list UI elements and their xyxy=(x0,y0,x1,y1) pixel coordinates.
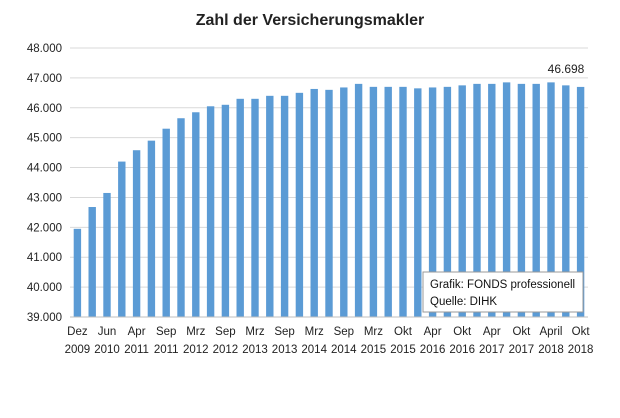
x-tick-year-label: 2014 xyxy=(301,344,327,356)
bars xyxy=(73,82,585,318)
bar xyxy=(414,88,422,317)
bar xyxy=(295,92,304,317)
x-axis-ticks: Dez 2009 Jun 2010 Apr 2011 Sep 2011 Mrz 2012 Sep 20… xyxy=(65,326,594,356)
source-box xyxy=(422,271,584,313)
bar xyxy=(162,128,170,317)
x-tick-month-label: Mrz xyxy=(186,326,205,338)
bar xyxy=(221,104,230,318)
x-tick-month-label: Sep xyxy=(274,326,294,338)
bar xyxy=(369,86,378,317)
bar xyxy=(310,88,318,317)
bar xyxy=(206,106,215,318)
x-tick-month-label: Apr xyxy=(424,326,442,338)
bar xyxy=(502,82,511,317)
y-tick-label: 40.000 xyxy=(27,282,62,294)
bar xyxy=(399,86,407,317)
x-tick-year-label: 2012 xyxy=(213,344,239,356)
bar xyxy=(488,83,496,317)
x-tick-month-label: Sep xyxy=(215,326,235,338)
x-tick-year-label: 2011 xyxy=(154,344,179,356)
x-tick-month-label: Sep xyxy=(156,326,176,338)
x-tick-year-label: 2012 xyxy=(183,344,209,356)
x-tick-year-label: 2010 xyxy=(94,344,120,356)
bar xyxy=(532,83,540,317)
x-tick-month-label: Jun xyxy=(98,326,117,338)
bar xyxy=(266,95,274,317)
bar xyxy=(576,86,585,317)
source-origin: Quelle: DIHK xyxy=(430,296,497,308)
x-tick-year-label: 2016 xyxy=(449,344,475,356)
bar xyxy=(517,83,526,317)
x-tick-year-label: 2014 xyxy=(331,344,357,356)
x-tick-year-label: 2017 xyxy=(509,344,535,356)
x-tick-year-label: 2013 xyxy=(272,344,298,356)
bar xyxy=(443,86,452,317)
bar xyxy=(118,161,126,317)
bar xyxy=(132,150,141,317)
source-credit: Grafik: FONDS professionell xyxy=(430,279,575,291)
source-annotation: Grafik: FONDS professionell Quelle: DIHK xyxy=(422,271,584,313)
y-tick-label: 42.000 xyxy=(27,222,62,234)
bar xyxy=(384,86,392,317)
bar xyxy=(340,87,348,317)
x-tick-month-label: Apr xyxy=(128,326,146,338)
bar xyxy=(88,207,96,317)
x-tick-month-label: Mrz xyxy=(305,326,324,338)
x-tick-year-label: 2018 xyxy=(538,344,564,356)
data-label: 46.698 xyxy=(548,62,585,76)
bar xyxy=(354,83,363,317)
x-tick-month-label: Mrz xyxy=(245,326,264,338)
x-tick-year-label: 2016 xyxy=(420,344,446,356)
x-tick-year-label: 2018 xyxy=(568,344,594,356)
y-tick-label: 43.000 xyxy=(27,192,62,204)
bar xyxy=(280,95,289,317)
x-tick-year-label: 2013 xyxy=(242,344,268,356)
bar xyxy=(458,85,466,317)
y-tick-label: 45.000 xyxy=(27,133,62,145)
y-tick-label: 44.000 xyxy=(27,163,62,175)
y-tick-label: 41.000 xyxy=(27,252,62,264)
x-tick-year-label: 2017 xyxy=(479,344,505,356)
x-tick-month-label: Okt xyxy=(394,326,413,338)
x-tick-year-label: 2015 xyxy=(390,344,416,356)
data-labels: 46.698 xyxy=(548,62,585,76)
bar xyxy=(325,89,333,317)
x-tick-month-label: Okt xyxy=(572,326,591,338)
y-tick-label: 39.000 xyxy=(27,312,62,324)
x-tick-month-label: Sep xyxy=(334,326,354,338)
bar xyxy=(73,228,82,317)
bar xyxy=(562,85,570,317)
bar xyxy=(192,112,200,317)
bar xyxy=(547,82,555,317)
y-axis-ticks: 39.000 40.000 41.000 42.000 43.000 44.000 45.0… xyxy=(27,43,62,324)
bar xyxy=(236,98,244,317)
x-tick-year-label: 2011 xyxy=(124,344,149,356)
y-tick-label: 48.000 xyxy=(27,43,62,55)
bar xyxy=(177,118,185,317)
bar xyxy=(147,140,156,317)
x-tick-year-label: 2015 xyxy=(361,344,387,356)
x-tick-month-label: Okt xyxy=(512,326,531,338)
x-tick-year-label: 2009 xyxy=(65,344,91,356)
x-tick-month-label: Dez xyxy=(67,326,88,338)
chart-title: Zahl der Versicherungsmakler xyxy=(196,12,425,29)
x-tick-month-label: Apr xyxy=(483,326,501,338)
x-tick-month-label: April xyxy=(539,326,562,338)
y-tick-label: 46.000 xyxy=(27,103,62,115)
bar xyxy=(103,192,111,317)
bar xyxy=(473,83,481,317)
bar xyxy=(251,98,259,317)
x-tick-month-label: Mrz xyxy=(364,326,383,338)
y-tick-label: 47.000 xyxy=(27,73,62,85)
bar xyxy=(428,87,437,317)
x-tick-month-label: Okt xyxy=(453,326,472,338)
